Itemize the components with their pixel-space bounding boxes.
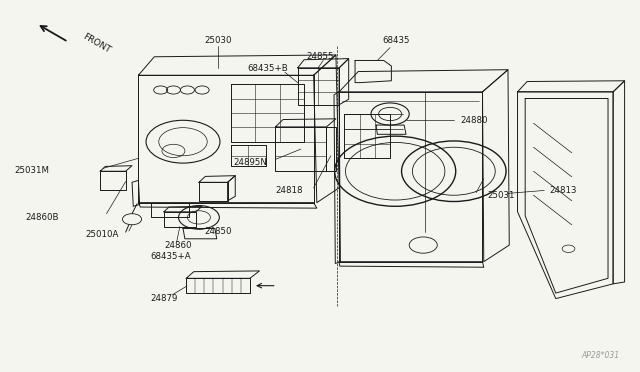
Text: 24850: 24850 <box>204 227 232 235</box>
Text: 25030: 25030 <box>204 36 232 45</box>
Text: 24879: 24879 <box>150 294 177 303</box>
Text: 25031: 25031 <box>487 192 515 201</box>
Text: FRONT: FRONT <box>81 32 112 55</box>
Text: 25031M: 25031M <box>14 166 49 174</box>
Text: AP28*031: AP28*031 <box>581 350 620 359</box>
Text: 24818: 24818 <box>276 186 303 195</box>
Text: 68435+A: 68435+A <box>150 252 191 262</box>
Text: 25010A: 25010A <box>85 230 119 239</box>
Text: 24813: 24813 <box>549 186 577 195</box>
Text: 68435+B: 68435+B <box>248 64 288 73</box>
Text: 24880: 24880 <box>460 116 488 125</box>
Text: 24895N: 24895N <box>233 158 267 167</box>
Text: 24860B: 24860B <box>26 213 59 222</box>
Text: 24855: 24855 <box>307 52 333 61</box>
Text: 24860: 24860 <box>164 241 192 250</box>
Text: 68435: 68435 <box>383 36 410 45</box>
